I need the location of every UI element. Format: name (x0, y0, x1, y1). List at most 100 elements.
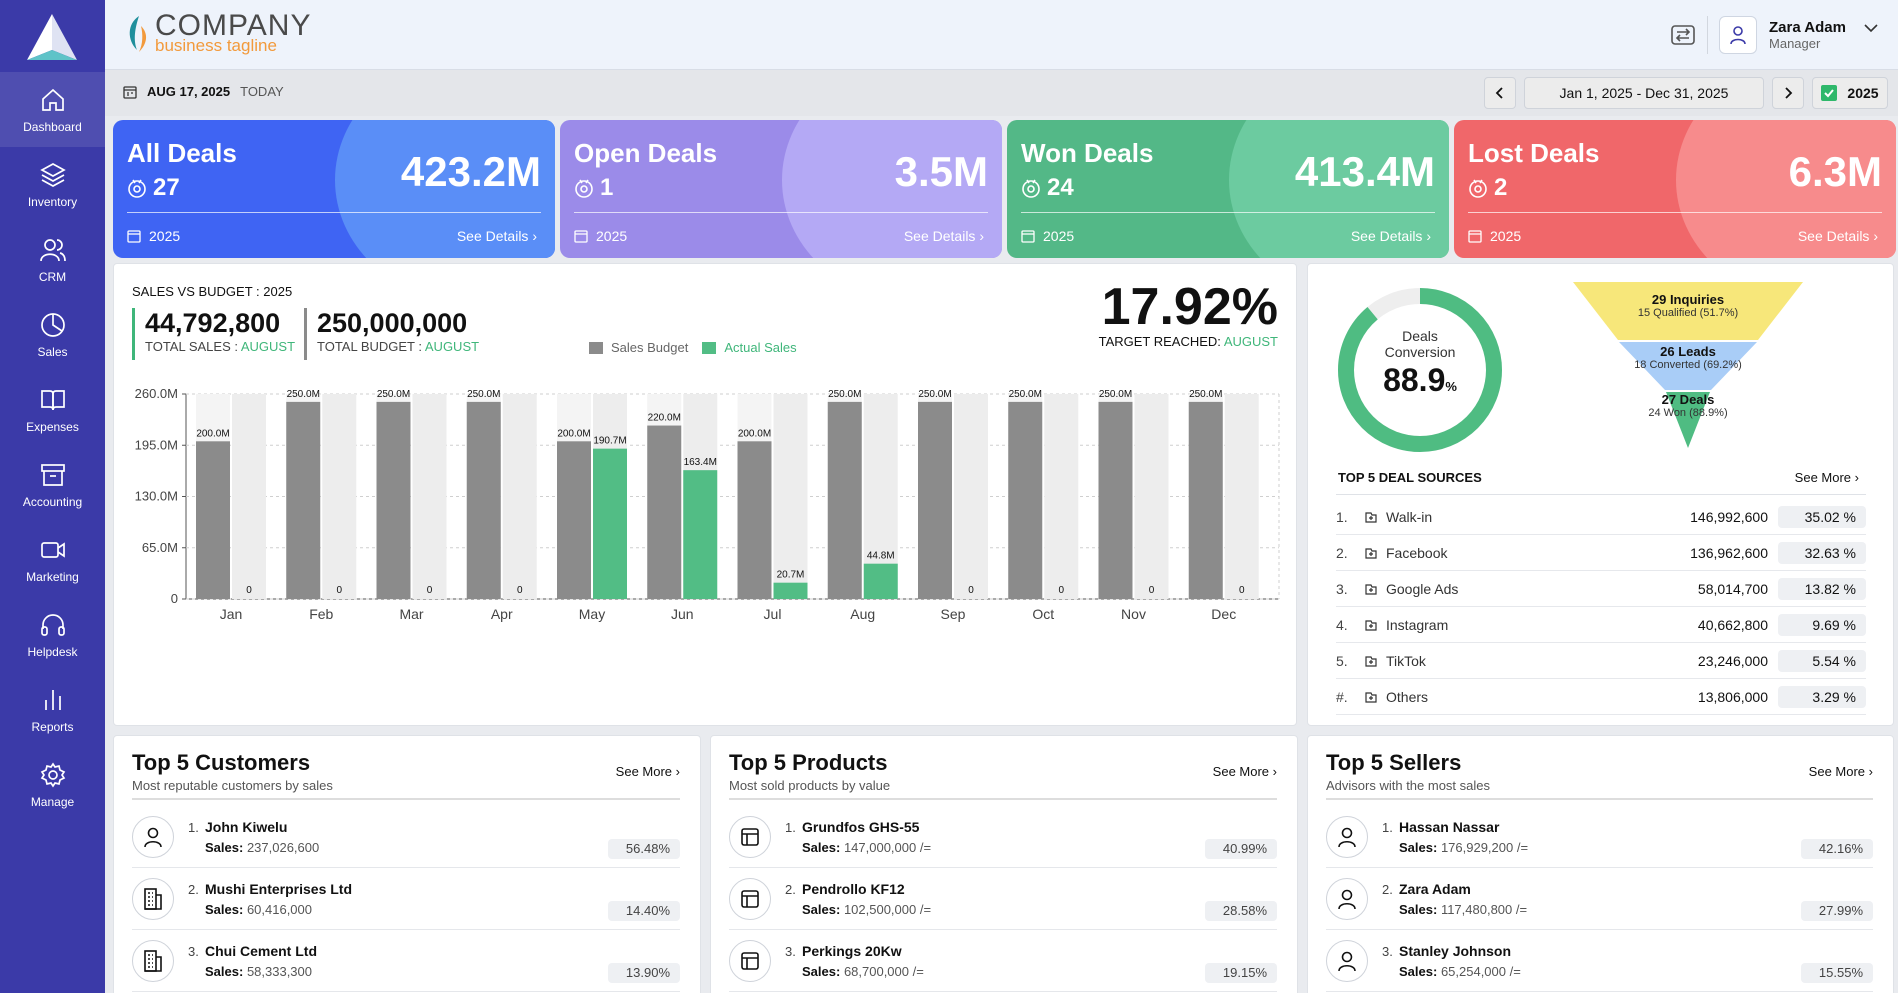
next-range-button[interactable] (1772, 77, 1804, 109)
sellers-see-more[interactable]: See More › (1808, 764, 1873, 779)
list-item[interactable]: 2. Mushi Enterprises Ltd Sales: 60,416,0… (132, 868, 680, 930)
source-rank: 4. (1336, 616, 1348, 633)
list-item[interactable]: 1. Grundfos GHS-55 Sales: 147,000,000 /=… (729, 806, 1277, 868)
sidebar-item-expenses[interactable]: Expenses (0, 372, 105, 447)
total-budget-label: TOTAL BUDGET : (317, 339, 422, 354)
sidebar-item-reports[interactable]: Reports (0, 672, 105, 747)
card-year: 2025 (127, 228, 180, 244)
card-see-details-label: See Details (1350, 228, 1423, 244)
sidebar-item-accounting[interactable]: Accounting (0, 447, 105, 522)
conversion-center: Deals Conversion 88.9% (1330, 328, 1510, 399)
card-see-details[interactable]: See Details › (1797, 228, 1878, 244)
card-amount: 3.5M (894, 148, 988, 195)
sidebar-item-sales[interactable]: Sales (0, 297, 105, 372)
products-see-more[interactable]: See More › (1212, 764, 1277, 779)
products-see-more-label: See More (1212, 764, 1270, 779)
video-icon (40, 541, 65, 558)
source-row[interactable]: 3. Google Ads 58,014,700 13.82 % (1336, 571, 1866, 607)
list-item[interactable]: 2. Pendrollo KF12 Sales: 102,500,000 /= … (729, 868, 1277, 930)
source-icon (1365, 691, 1377, 703)
year-toggle[interactable]: 2025 (1812, 77, 1888, 109)
source-row[interactable]: 5. TikTok 23,246,000 5.54 % (1336, 643, 1866, 679)
calendar-icon (127, 230, 141, 243)
source-pct: 9.69 % (1778, 613, 1866, 636)
list-item[interactable]: 1. John Kiwelu Sales: 237,026,600 56.48% (132, 806, 680, 868)
total-budget-block: 250,000,000 TOTAL BUDGET : AUGUST (304, 308, 479, 360)
card-amount: 423.2M (400, 148, 541, 195)
funnel-stage-title: 26 Leads (1660, 344, 1716, 359)
source-rank: 2. (1336, 544, 1348, 561)
card-won-deals[interactable]: Won Deals 24 413.4M 2025 See Details › (1007, 120, 1449, 258)
card-see-details[interactable]: See Details › (1350, 228, 1431, 244)
customers-see-more[interactable]: See More › (615, 764, 680, 779)
actual-bar-label: 0 (1239, 585, 1245, 596)
card-year-value: 2025 (149, 228, 181, 244)
chevron-down-icon[interactable] (1864, 23, 1878, 33)
sidebar-item-label: Expenses (26, 419, 79, 434)
x-tick-label: Mar (399, 606, 423, 622)
sales-label: Sales: (205, 840, 244, 855)
switch-icon[interactable] (1668, 20, 1698, 50)
app-logo-icon (27, 14, 77, 60)
prev-range-button[interactable] (1484, 77, 1516, 109)
sales-funnel (1573, 282, 1803, 448)
sidebar-item-manage[interactable]: Manage (0, 747, 105, 822)
sidebar-item-crm[interactable]: CRM (0, 222, 105, 297)
source-rank: 3. (1336, 580, 1348, 597)
list-item[interactable]: 3. Stanley Johnson Sales: 65,254,000 /= … (1326, 930, 1873, 992)
company-logo[interactable]: COMPANY business tagline (125, 11, 311, 56)
list-item-avatar (729, 816, 771, 858)
card-open-deals[interactable]: Open Deals 1 3.5M 2025 See Details › (560, 120, 1002, 258)
x-tick-label: May (579, 606, 605, 622)
source-pct: 32.63 % (1778, 541, 1866, 564)
sources-see-more[interactable]: See More › (1794, 470, 1859, 485)
card-see-details[interactable]: See Details › (456, 228, 537, 244)
source-row[interactable]: 4. Instagram 40,662,800 9.69 % (1336, 607, 1866, 643)
x-tick-label: Apr (491, 606, 513, 622)
customers-see-more-label: See More (615, 764, 673, 779)
list-item-rank: 1. (1382, 820, 1393, 835)
source-row[interactable]: #. Others 13,806,000 3.29 % (1336, 679, 1866, 715)
list-item[interactable]: 2. Zara Adam Sales: 117,480,800 /= 27.99… (1326, 868, 1873, 930)
conversion-value: 88.9 (1383, 362, 1446, 398)
sidebar-item-marketing[interactable]: Marketing (0, 522, 105, 597)
source-pct: 3.29 % (1778, 685, 1866, 708)
list-item[interactable]: 3. Perkings 20Kw Sales: 68,700,000 /= 19… (729, 930, 1277, 992)
list-item[interactable]: 1. Hassan Nassar Sales: 176,929,200 /= 4… (1326, 806, 1873, 868)
source-row[interactable]: 2. Facebook 136,962,600 32.63 % (1336, 535, 1866, 571)
card-lost-deals[interactable]: Lost Deals 2 6.3M 2025 See Details › (1454, 120, 1896, 258)
sidebar-item-inventory[interactable]: Inventory (0, 147, 105, 222)
list-item-sales-value: 58,333,300 (246, 964, 313, 979)
actual-bar (773, 582, 808, 599)
card-decoration (782, 120, 1002, 258)
user-icon (1338, 827, 1356, 848)
legend-budget-swatch (589, 341, 603, 354)
user-menu[interactable]: Zara Adam Manager (1719, 16, 1878, 54)
actual-bar-label: 0 (1149, 585, 1155, 596)
legend-actual: Actual Sales (724, 340, 797, 355)
actual-bar-label: 0 (427, 585, 433, 596)
card-all-deals[interactable]: All Deals 27 423.2M 2025 See Details › (113, 120, 555, 258)
list-item-sales: Sales: 147,000,000 /= (802, 840, 931, 855)
card-see-details[interactable]: See Details › (903, 228, 984, 244)
actual-bar (683, 470, 718, 599)
actual-bar (863, 563, 898, 599)
budget-bar (196, 441, 230, 599)
list-item[interactable]: 3. Chui Cement Ltd Sales: 58,333,300 13.… (132, 930, 680, 992)
pie-chart-icon (40, 312, 65, 337)
sellers-title: Top 5 Sellers (1326, 750, 1462, 775)
sidebar-item-helpdesk[interactable]: Helpdesk (0, 597, 105, 672)
sidebar-item-dashboard[interactable]: Dashboard (0, 72, 105, 147)
budget-bar-label: 200.0M (738, 428, 771, 439)
card-decoration (1676, 120, 1896, 258)
actual-bar-track (1224, 394, 1259, 599)
leaf-logo-icon (129, 16, 147, 52)
conversion-panel: Deals Conversion 88.9% 29 Inquiries 15 Qu… (1307, 263, 1894, 726)
source-row[interactable]: 1. Walk-in 146,992,600 35.02 % (1336, 499, 1866, 535)
customers-title: Top 5 Customers (132, 750, 311, 775)
date-range[interactable]: Jan 1, 2025 - Dec 31, 2025 (1524, 77, 1764, 109)
list-item-avatar (132, 940, 174, 982)
actual-bar-label: 190.7M (593, 436, 626, 447)
target-value: 17.92% (1101, 278, 1278, 336)
x-tick-label: Sep (941, 606, 966, 622)
